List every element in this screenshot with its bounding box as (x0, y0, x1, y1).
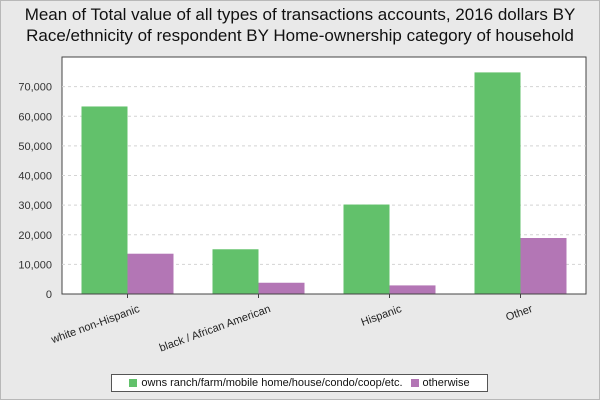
y-tick-label: 0 (46, 289, 52, 301)
legend-label-owns: owns ranch/farm/mobile home/house/condo/… (141, 377, 403, 389)
bar (212, 249, 259, 294)
x-tick-label: black / African American (158, 303, 272, 354)
y-tick-label: 30,000 (18, 200, 52, 212)
legend-label-otherwise: otherwise (422, 377, 470, 389)
y-tick-label: 50,000 (18, 141, 52, 153)
legend: owns ranch/farm/mobile home/house/condo/… (111, 374, 488, 392)
y-tick-label: 40,000 (18, 171, 52, 183)
bar (389, 285, 436, 294)
y-tick-label: 20,000 (18, 230, 52, 242)
x-tick-label: Hispanic (360, 303, 404, 329)
y-tick-label: 10,000 (18, 259, 52, 271)
legend-item-owns: owns ranch/farm/mobile home/house/condo/… (129, 377, 403, 389)
y-tick-label: 70,000 (18, 82, 52, 94)
bar (474, 72, 521, 294)
x-tick-label: Other (504, 303, 534, 324)
legend-swatch-otherwise (410, 379, 419, 387)
bar (127, 253, 174, 294)
legend-item-otherwise: otherwise (410, 377, 470, 389)
chart-title-line-2: Race/ethnicity of respondent BY Home-own… (26, 26, 574, 45)
bar (520, 238, 567, 294)
legend-swatch-owns (129, 379, 138, 387)
bar (258, 282, 305, 294)
chart-title-line-1: Mean of Total value of all types of tran… (24, 5, 576, 24)
bar (343, 204, 390, 294)
bar (81, 106, 128, 294)
y-tick-label: 60,000 (18, 111, 52, 123)
chart-title: Mean of Total value of all types of tran… (0, 4, 600, 46)
x-tick-label: white non-Hispanic (49, 303, 142, 347)
